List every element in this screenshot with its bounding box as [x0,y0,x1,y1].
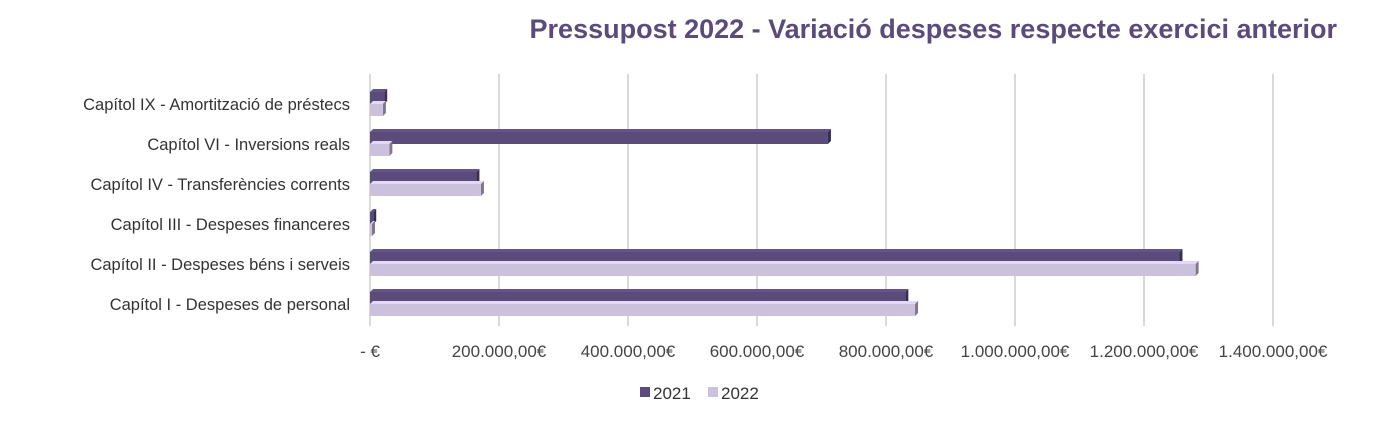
bar-top-face [370,301,919,304]
bar-2021 [370,129,831,144]
bars [370,89,1199,316]
legend-swatch [640,387,650,397]
x-tick-label: 1.000.000,00€ [961,342,1070,361]
bar-side-face [389,141,393,156]
bar-2022 [370,261,1199,276]
bar-side-face [480,181,484,196]
bar-side-face [915,301,919,316]
bar-top-face [370,249,1183,252]
category-label: Capítol II - Despeses béns i serveis [90,256,350,274]
legend-swatch [708,387,718,397]
x-tick-label: 1.200.000,00€ [1090,342,1199,361]
bar-front-face [370,104,383,116]
bar-front-face [370,132,828,144]
category-label: Capítol IX - Amortització de préstecs [83,96,350,114]
bar-side-face [827,129,831,144]
category-labels: Capítol I - Despeses de personal Capítol … [83,96,350,314]
bar-top-face [370,129,831,132]
bar-2022 [370,181,484,196]
bar-front-face [370,144,390,156]
bar-side-face [1179,249,1183,264]
bar-top-face [370,101,386,104]
bar-top-face [370,221,375,224]
bar-front-face [370,184,481,196]
legend-label: 2022 [721,384,759,403]
bar-front-face [370,304,916,316]
bar-side-face [905,289,909,304]
bar-side-face [373,209,377,224]
legend-label: 2021 [653,384,691,403]
chart-title: Pressupost 2022 - Variació despeses resp… [529,14,1337,44]
bar-front-face [370,224,372,236]
bar-2022 [370,141,393,156]
bar-top-face [370,169,480,172]
bar-side-face [382,101,386,116]
bar-2022 [370,101,386,116]
category-label: Capítol VI - Inversions reals [147,136,350,154]
bar-top-face [370,261,1199,264]
x-axis-ticks: - € 200.000,00€ 400.000,00€ 600.000,00€ 800.… [360,342,1328,361]
bar-top-face [370,141,393,144]
bar-top-face [370,209,377,212]
x-tick-label: 1.400.000,00€ [1219,342,1328,361]
bar-side-face [384,89,388,104]
x-tick-label: 800.000,00€ [839,342,934,361]
bar-side-face [476,169,480,184]
bar-2022 [370,301,919,316]
gridlines [369,74,1274,326]
category-label: Capítol IV - Transferències corrents [90,176,350,194]
bar-top-face [370,89,388,92]
x-tick-label: 400.000,00€ [581,342,676,361]
legend: 2021 2022 [640,384,759,403]
x-tick-label: - € [360,342,380,361]
category-label: Capítol III - Despeses financeres [111,216,350,234]
bar-front-face [370,212,374,224]
bar-2022 [370,221,375,236]
bar-top-face [370,289,909,292]
bar-top-face [370,181,484,184]
category-label: Capítol I - Despeses de personal [110,296,350,314]
bar-2021 [370,209,377,224]
x-tick-label: 200.000,00€ [452,342,547,361]
x-tick-label: 600.000,00€ [710,342,805,361]
bar-side-face [372,221,375,236]
bar-front-face [370,264,1196,276]
bar-side-face [1195,261,1199,276]
